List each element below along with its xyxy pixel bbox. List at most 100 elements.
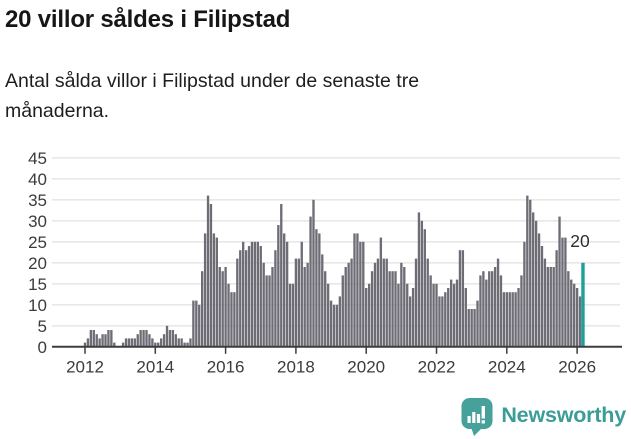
bar bbox=[291, 283, 295, 347]
bar bbox=[356, 233, 359, 347]
bar bbox=[250, 241, 254, 347]
bar bbox=[341, 275, 344, 347]
bar bbox=[367, 283, 371, 347]
bar bbox=[461, 250, 465, 347]
bar bbox=[488, 271, 491, 347]
bar bbox=[493, 267, 497, 347]
bar bbox=[449, 279, 453, 347]
bar bbox=[83, 342, 87, 347]
bar bbox=[324, 271, 327, 347]
bar bbox=[285, 241, 289, 347]
bar bbox=[370, 271, 374, 347]
bar bbox=[283, 233, 286, 347]
bar bbox=[326, 283, 330, 347]
bar bbox=[203, 233, 207, 347]
bar bbox=[532, 212, 535, 347]
bar bbox=[162, 334, 166, 347]
bar bbox=[400, 262, 403, 347]
bar bbox=[183, 342, 186, 347]
bar bbox=[247, 246, 251, 347]
bar bbox=[408, 296, 412, 347]
bar bbox=[520, 275, 523, 347]
chart-subtitle: Antal sålda villor i Filipstad under de … bbox=[5, 70, 420, 122]
bar bbox=[496, 258, 500, 347]
bar bbox=[423, 229, 426, 347]
bar bbox=[534, 220, 538, 347]
bar bbox=[265, 275, 268, 347]
bar bbox=[227, 283, 230, 347]
bar bbox=[136, 334, 139, 347]
y-axis-tick-label: 30 bbox=[28, 212, 47, 231]
bar bbox=[526, 195, 529, 347]
bar bbox=[168, 330, 172, 347]
bar bbox=[426, 258, 429, 347]
bar bbox=[142, 330, 145, 347]
x-axis-tick-label: 2012 bbox=[66, 358, 104, 377]
bar bbox=[110, 330, 113, 347]
bar bbox=[455, 279, 459, 347]
bar bbox=[159, 338, 163, 347]
bar bbox=[107, 330, 110, 347]
bar bbox=[403, 267, 406, 347]
bar bbox=[414, 258, 418, 347]
bar bbox=[365, 288, 368, 347]
y-axis-tick-label: 20 bbox=[28, 254, 47, 273]
bar bbox=[297, 258, 301, 347]
bar bbox=[303, 267, 306, 347]
bar bbox=[479, 275, 482, 347]
bar bbox=[113, 342, 116, 347]
bar bbox=[242, 241, 245, 347]
brand-footer: Newsworthy bbox=[460, 395, 626, 436]
bar bbox=[420, 220, 424, 347]
bar bbox=[429, 275, 432, 347]
bar bbox=[432, 283, 435, 347]
bar bbox=[452, 283, 456, 347]
bar bbox=[570, 279, 573, 347]
bar bbox=[350, 258, 353, 347]
bar bbox=[543, 258, 547, 347]
bar bbox=[406, 283, 409, 347]
bar bbox=[130, 338, 134, 347]
y-axis-tick-label: 25 bbox=[28, 233, 47, 252]
bar bbox=[558, 216, 561, 347]
bar bbox=[578, 296, 582, 347]
bar bbox=[373, 262, 377, 347]
bar bbox=[379, 237, 383, 347]
bar bbox=[186, 342, 189, 347]
bar bbox=[508, 292, 511, 347]
bar bbox=[104, 334, 107, 347]
bar bbox=[95, 334, 98, 347]
bar bbox=[259, 246, 262, 347]
bar bbox=[218, 267, 221, 347]
bar bbox=[476, 300, 479, 347]
bar bbox=[552, 267, 555, 347]
bar bbox=[277, 225, 280, 347]
bar bbox=[121, 342, 125, 347]
bar bbox=[274, 250, 277, 347]
last-value-label: 20 bbox=[570, 231, 590, 251]
bar bbox=[514, 292, 517, 347]
bar bbox=[537, 233, 541, 347]
bar bbox=[189, 338, 192, 347]
bar bbox=[353, 233, 356, 347]
bar bbox=[300, 241, 303, 347]
bar bbox=[529, 199, 532, 347]
x-axis-tick-label: 2024 bbox=[488, 358, 526, 377]
bar bbox=[151, 338, 154, 347]
bar bbox=[198, 304, 201, 347]
bar bbox=[470, 309, 473, 347]
bar bbox=[101, 334, 104, 347]
chart-title: 20 villor såldes i Filipstad bbox=[5, 6, 291, 33]
bar bbox=[244, 250, 248, 347]
bar bbox=[233, 292, 236, 347]
bar bbox=[564, 237, 567, 347]
bar bbox=[124, 338, 128, 347]
bar bbox=[388, 271, 391, 347]
bar bbox=[467, 309, 470, 347]
bar bbox=[382, 258, 385, 347]
bar bbox=[180, 338, 183, 347]
bar bbox=[549, 267, 552, 347]
bar bbox=[280, 204, 283, 347]
bar bbox=[573, 283, 576, 347]
